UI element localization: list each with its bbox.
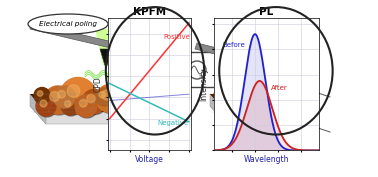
Circle shape: [224, 86, 252, 114]
Polygon shape: [30, 94, 46, 124]
Circle shape: [96, 84, 124, 113]
Polygon shape: [30, 106, 138, 124]
Circle shape: [97, 85, 125, 113]
Y-axis label: Intensity: Intensity: [200, 67, 209, 101]
Circle shape: [79, 99, 87, 107]
Circle shape: [215, 88, 231, 104]
Circle shape: [276, 88, 293, 106]
Text: Before: Before: [223, 42, 246, 48]
Title: KPFM: KPFM: [133, 7, 166, 17]
Text: After: After: [271, 85, 288, 91]
Polygon shape: [100, 49, 112, 69]
Circle shape: [53, 86, 75, 108]
Circle shape: [245, 101, 251, 107]
Circle shape: [40, 100, 47, 107]
Polygon shape: [195, 43, 277, 69]
Circle shape: [259, 99, 267, 107]
Circle shape: [282, 90, 291, 100]
Title: PL: PL: [259, 7, 274, 17]
Polygon shape: [122, 94, 138, 124]
Circle shape: [37, 91, 43, 96]
Circle shape: [233, 86, 256, 108]
Circle shape: [58, 90, 65, 98]
Text: Positive: Positive: [163, 34, 190, 40]
Circle shape: [76, 96, 98, 118]
Polygon shape: [260, 68, 272, 78]
Circle shape: [102, 90, 112, 100]
Polygon shape: [30, 23, 117, 49]
Circle shape: [256, 96, 278, 118]
Circle shape: [82, 90, 106, 113]
Circle shape: [37, 97, 57, 117]
Circle shape: [276, 89, 294, 107]
Circle shape: [240, 78, 276, 113]
Text: Electrical poling: Electrical poling: [39, 21, 97, 27]
Polygon shape: [30, 94, 138, 112]
Circle shape: [60, 78, 96, 113]
X-axis label: Wavelength: Wavelength: [244, 155, 289, 164]
Circle shape: [45, 87, 73, 115]
Polygon shape: [210, 106, 318, 124]
Circle shape: [220, 100, 227, 107]
Circle shape: [36, 96, 56, 116]
Circle shape: [83, 90, 107, 115]
Circle shape: [216, 96, 236, 116]
Circle shape: [95, 88, 113, 106]
Circle shape: [35, 88, 51, 104]
Circle shape: [247, 85, 260, 97]
Circle shape: [44, 86, 72, 114]
Text: hv: hv: [258, 79, 266, 84]
Ellipse shape: [28, 14, 108, 34]
Circle shape: [65, 101, 71, 107]
Polygon shape: [210, 94, 226, 124]
Circle shape: [238, 90, 245, 98]
Circle shape: [234, 87, 256, 109]
Circle shape: [242, 98, 260, 116]
Circle shape: [225, 87, 253, 115]
X-axis label: Voltage: Voltage: [135, 155, 164, 164]
Circle shape: [241, 97, 259, 115]
Circle shape: [87, 94, 95, 103]
Circle shape: [255, 95, 277, 117]
Circle shape: [67, 85, 80, 97]
Circle shape: [34, 87, 50, 104]
Circle shape: [262, 90, 286, 113]
Circle shape: [267, 94, 275, 103]
Circle shape: [188, 61, 206, 79]
Polygon shape: [302, 94, 318, 124]
Circle shape: [277, 85, 305, 113]
Y-axis label: CPD: CPD: [94, 76, 103, 92]
Circle shape: [214, 87, 230, 104]
Circle shape: [217, 97, 237, 117]
Circle shape: [54, 87, 76, 109]
Circle shape: [61, 97, 79, 115]
Circle shape: [61, 79, 97, 115]
Circle shape: [263, 90, 287, 115]
Circle shape: [217, 91, 223, 96]
Polygon shape: [210, 94, 318, 112]
Text: $F_\omega$: $F_\omega$: [229, 64, 240, 76]
Circle shape: [229, 92, 239, 101]
Circle shape: [62, 98, 80, 116]
Text: Negative: Negative: [157, 120, 189, 126]
Circle shape: [99, 92, 105, 98]
Circle shape: [50, 92, 59, 101]
Circle shape: [241, 79, 277, 115]
Circle shape: [279, 92, 285, 98]
Circle shape: [75, 95, 97, 117]
Circle shape: [96, 89, 115, 107]
Polygon shape: [95, 29, 115, 65]
Circle shape: [276, 84, 304, 113]
